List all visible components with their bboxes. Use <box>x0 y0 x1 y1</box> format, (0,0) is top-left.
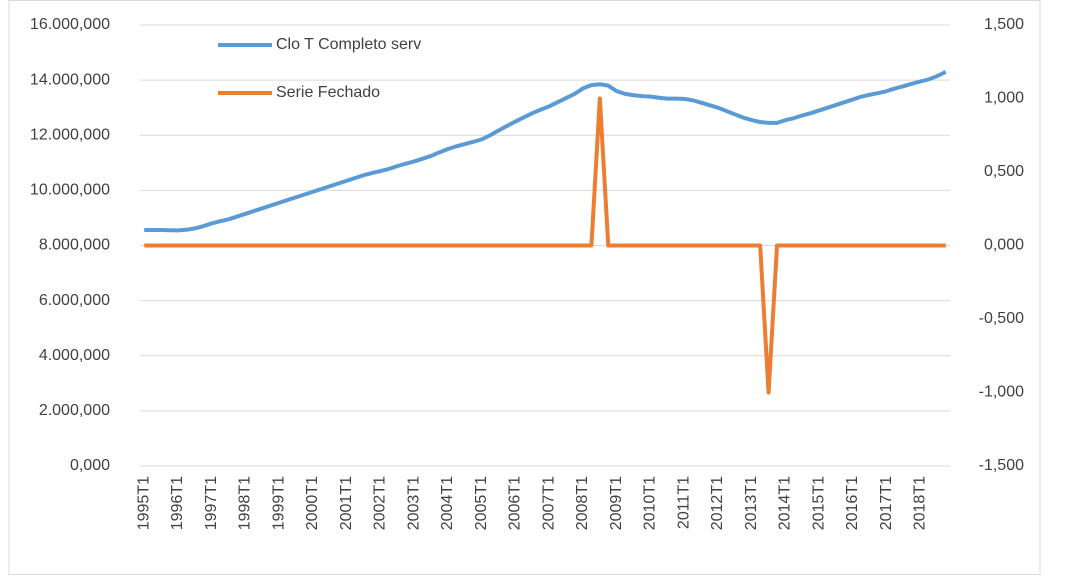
x-tick-label: 1999T1 <box>270 476 287 530</box>
x-tick-label: 2015T1 <box>810 476 827 530</box>
y-tick-label: 8.000,000 <box>39 237 110 254</box>
y2-tick-label: -1,500 <box>979 457 1024 474</box>
x-tick-label: 2010T1 <box>642 476 659 530</box>
series-line <box>144 70 947 233</box>
y-tick-label: 2.000,000 <box>39 402 110 419</box>
y-tick-label: 16.000,000 <box>30 16 110 33</box>
x-tick-label: 2009T1 <box>608 476 625 530</box>
x-tick-label: 2000T1 <box>304 476 321 530</box>
chart-border <box>8 0 1041 575</box>
x-tick-label: 2001T1 <box>338 476 355 530</box>
y-tick-label: 14.000,000 <box>30 71 110 88</box>
x-tick-label: 2013T1 <box>743 476 760 530</box>
x-tick-label: 2006T1 <box>507 476 524 530</box>
x-tick-label: 2018T1 <box>912 476 929 530</box>
x-tick-label: 2004T1 <box>439 476 456 530</box>
x-tick-label: 2008T1 <box>574 476 591 530</box>
y2-tick-label: -1,000 <box>979 384 1024 401</box>
x-tick-label: 2012T1 <box>709 476 726 530</box>
x-tick-label: 2016T1 <box>844 476 861 530</box>
x-tick-label: 2017T1 <box>878 476 895 530</box>
x-tick-label: 2005T1 <box>473 476 490 530</box>
x-tick-label: 1995T1 <box>135 476 152 530</box>
x-tick-label: 2014T1 <box>777 476 794 530</box>
series-line <box>144 96 946 395</box>
x-tick-label: 2002T1 <box>372 476 389 530</box>
legend-label: Serie Fechado <box>276 84 380 101</box>
y-tick-label: 0,000 <box>70 457 110 474</box>
x-tick-label: 1996T1 <box>169 476 186 530</box>
legend-label: Clo T Completo serv <box>276 36 421 53</box>
y-tick-label: 10.000,000 <box>30 182 110 199</box>
x-tick-label: 1998T1 <box>237 476 254 530</box>
y2-tick-label: 0,000 <box>984 237 1024 254</box>
y2-tick-label: 0,500 <box>984 163 1024 180</box>
x-tick-label: 2011T1 <box>675 476 692 529</box>
y2-tick-label: 1,000 <box>984 90 1024 107</box>
y2-tick-label: -0,500 <box>979 310 1024 327</box>
x-tick-label: 1997T1 <box>203 476 220 530</box>
y-tick-label: 4.000,000 <box>39 347 110 364</box>
y-tick-label: 12.000,000 <box>30 126 110 143</box>
x-tick-label: 2007T1 <box>540 476 557 530</box>
x-tick-label: 2003T1 <box>405 476 422 530</box>
y-tick-label: 6.000,000 <box>39 292 110 309</box>
y2-tick-label: 1,500 <box>984 16 1024 33</box>
